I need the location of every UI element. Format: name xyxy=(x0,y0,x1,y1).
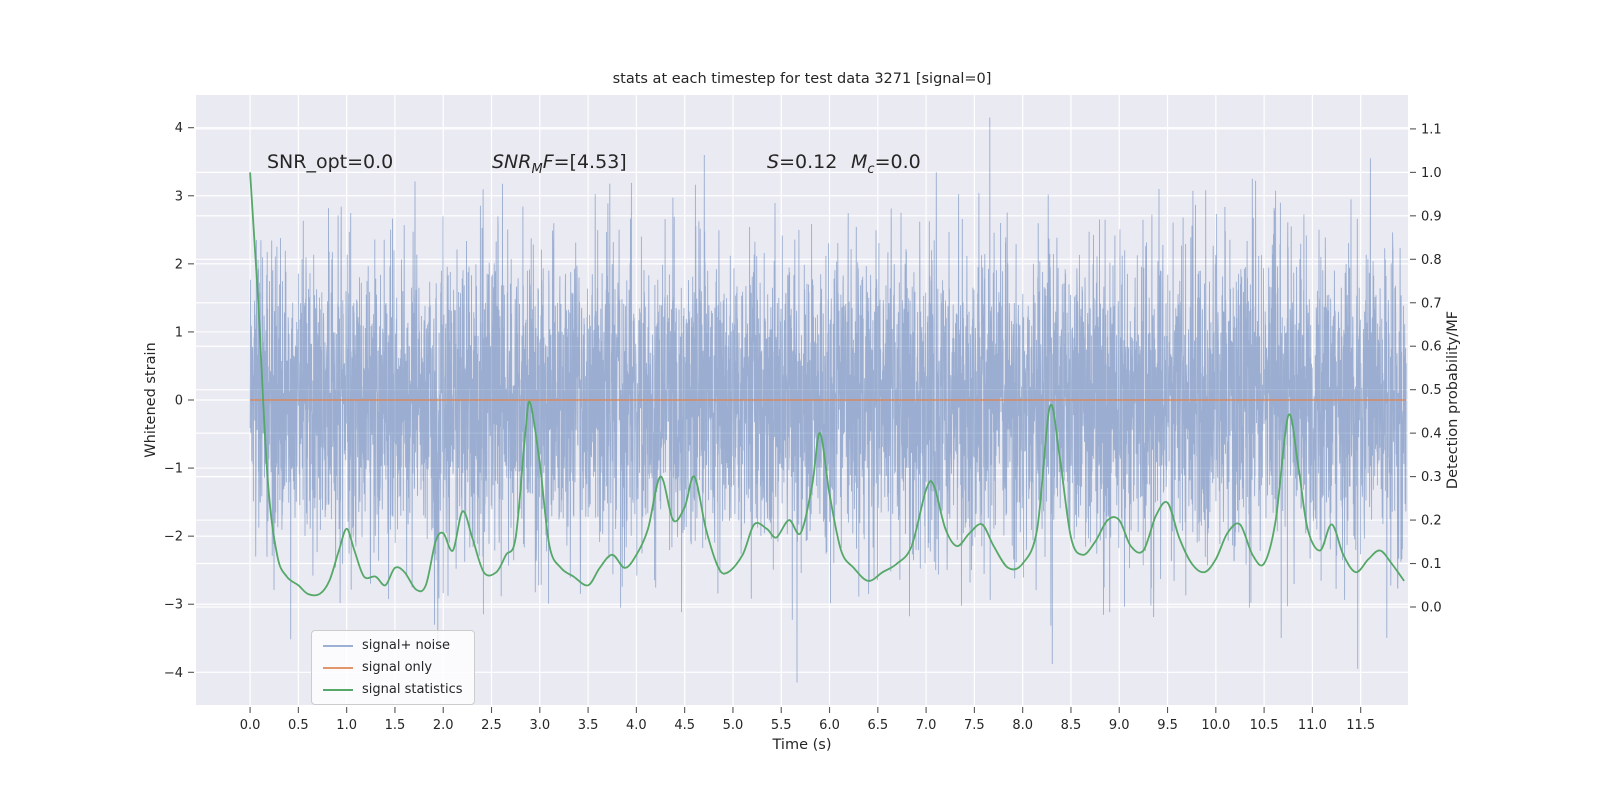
x-tick-label: 1.0 xyxy=(336,718,357,733)
left-y-tick-label: 4 xyxy=(175,121,183,136)
legend-label: signal only xyxy=(362,660,433,675)
legend-label: signal statistics xyxy=(362,682,463,697)
legend-item-signal-noise: signal+ noise xyxy=(323,638,463,653)
annotation-snr-opt: SNR_opt=0.0 xyxy=(267,151,393,173)
annotation-text: F xyxy=(542,151,554,173)
chart-title: stats at each timestep for test data 327… xyxy=(612,71,992,87)
annotation-value: =[4.53] xyxy=(553,151,627,173)
legend-label: signal+ noise xyxy=(362,638,451,653)
x-tick-label: 0.0 xyxy=(240,718,261,733)
annotation-math: Mc xyxy=(851,151,875,177)
x-tick-label: 11.0 xyxy=(1298,718,1327,733)
left-y-tick-label: −4 xyxy=(164,666,183,681)
right-y-tick-label: 0.6 xyxy=(1421,340,1442,355)
right-y-tick-label: 0.2 xyxy=(1421,514,1442,529)
right-y-tick-label: 0.4 xyxy=(1421,427,1442,442)
left-y-tick-label: 1 xyxy=(175,325,183,340)
x-tick-label: 5.5 xyxy=(771,718,792,733)
x-tick-label: 3.0 xyxy=(529,718,550,733)
annotation-text: SNR_opt=0.0 xyxy=(267,151,394,173)
right-y-tick-label: 0.5 xyxy=(1421,383,1442,398)
right-y-axis-label: Detection probability/MF xyxy=(1445,310,1461,490)
annotation-math: S xyxy=(767,151,780,173)
right-y-tick-label: 0.7 xyxy=(1421,296,1442,311)
x-tick-label: 7.5 xyxy=(964,718,985,733)
x-tick-label: 5.0 xyxy=(723,718,744,733)
right-y-tick-label: 1.0 xyxy=(1421,166,1442,181)
x-tick-label: 10.0 xyxy=(1201,718,1230,733)
right-y-tick-label: 0.9 xyxy=(1421,209,1442,224)
left-y-tick-label: 0 xyxy=(175,394,183,409)
x-tick-label: 6.5 xyxy=(867,718,888,733)
left-y-tick-label: −1 xyxy=(164,462,183,477)
annotation-mc: Mc=0.0 xyxy=(851,151,921,177)
series-signal-plus-noise xyxy=(249,117,1407,683)
annotation-s: S=0.12 xyxy=(767,151,837,173)
annotation-subscript: c xyxy=(867,161,875,177)
legend: signal+ noise signal only signal statist… xyxy=(311,630,475,705)
annotation-math: SNRMF xyxy=(492,151,554,177)
x-tick-label: 2.0 xyxy=(433,718,454,733)
left-y-tick-label: −2 xyxy=(164,530,183,545)
left-y-axis-label: Whitened strain xyxy=(143,342,159,458)
right-y-tick-label: 1.1 xyxy=(1421,122,1442,137)
right-y-tick-label: 0.1 xyxy=(1421,557,1442,572)
x-tick-label: 0.5 xyxy=(288,718,309,733)
x-tick-label: 4.0 xyxy=(626,718,647,733)
annotation-snr-mf: SNRMF=[4.53] xyxy=(492,151,627,177)
x-tick-label: 7.0 xyxy=(916,718,937,733)
legend-item-signal-statistics: signal statistics xyxy=(323,682,463,697)
left-y-tick-label: 2 xyxy=(175,257,183,272)
annotation-subscript: M xyxy=(531,161,543,177)
annotation-text: SNR xyxy=(492,151,532,173)
x-tick-label: 9.5 xyxy=(1157,718,1178,733)
x-tick-label: 8.5 xyxy=(1061,718,1082,733)
right-y-tick-label: 0.3 xyxy=(1421,470,1442,485)
x-tick-label: 9.0 xyxy=(1109,718,1130,733)
x-tick-label: 3.5 xyxy=(578,718,599,733)
legend-line-swatch-orange xyxy=(323,666,353,669)
x-tick-label: 6.0 xyxy=(819,718,840,733)
x-tick-label: 1.5 xyxy=(385,718,406,733)
x-tick-label: 8.0 xyxy=(1012,718,1033,733)
right-y-tick-label: 0.0 xyxy=(1421,600,1442,615)
legend-item-signal-only: signal only xyxy=(323,660,463,675)
x-tick-label: 11.5 xyxy=(1346,718,1375,733)
x-axis-label: Time (s) xyxy=(772,737,832,753)
left-y-tick-label: −3 xyxy=(164,598,183,613)
annotation-text: M xyxy=(851,151,868,173)
legend-line-swatch-blue xyxy=(323,644,353,647)
left-y-tick-label: 3 xyxy=(175,189,183,204)
x-tick-label: 10.5 xyxy=(1250,718,1279,733)
legend-line-swatch-green xyxy=(323,688,353,691)
x-tick-label: 2.5 xyxy=(481,718,502,733)
right-y-tick-label: 0.8 xyxy=(1421,253,1442,268)
x-tick-label: 4.5 xyxy=(674,718,695,733)
annotation-value: =0.0 xyxy=(874,151,921,173)
annotation-value: =0.12 xyxy=(779,151,838,173)
series-signal-statistics xyxy=(249,172,1405,597)
